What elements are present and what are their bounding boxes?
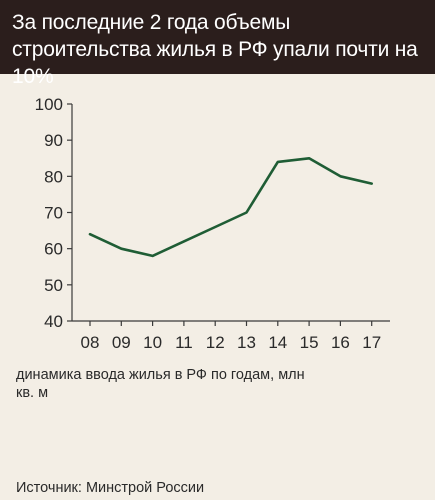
chart-caption: динамика ввода жилья в РФ по годам, млн … [16, 367, 305, 401]
x-tick-label: 11 [175, 333, 193, 352]
y-tick-label: 100 [35, 95, 63, 114]
line-chart: 40 50 60 70 80 90 100 08 09 10 11 12 13 14 15 16 17 [0, 74, 435, 374]
source-note: Источник: Минстрой России [16, 480, 205, 496]
title-banner: За последние 2 года объемы строительства… [0, 0, 435, 88]
x-tick-label: 10 [143, 333, 162, 352]
x-tick-label: 15 [300, 333, 319, 352]
x-tick-label: 13 [237, 333, 256, 352]
x-tick-label: 16 [331, 333, 350, 352]
y-tick-label: 40 [44, 312, 63, 331]
x-tick-label: 09 [112, 333, 131, 352]
x-tick-label: 14 [268, 333, 287, 352]
series-line [88, 157, 374, 258]
chart-title: За последние 2 года объемы строительства… [12, 11, 418, 88]
y-tick-label: 50 [44, 276, 63, 295]
y-tick-label: 80 [44, 167, 63, 186]
x-tick-label: 12 [206, 333, 225, 352]
y-tick-label: 60 [44, 240, 63, 259]
x-tick-label: 17 [362, 333, 381, 352]
x-tick-label: 08 [81, 333, 100, 352]
y-tick-label: 90 [44, 131, 63, 150]
chart-svg: 40 50 60 70 80 90 100 08 09 10 11 12 13 14 15 16 17 [35, 95, 390, 352]
y-tick-label: 70 [44, 204, 63, 223]
